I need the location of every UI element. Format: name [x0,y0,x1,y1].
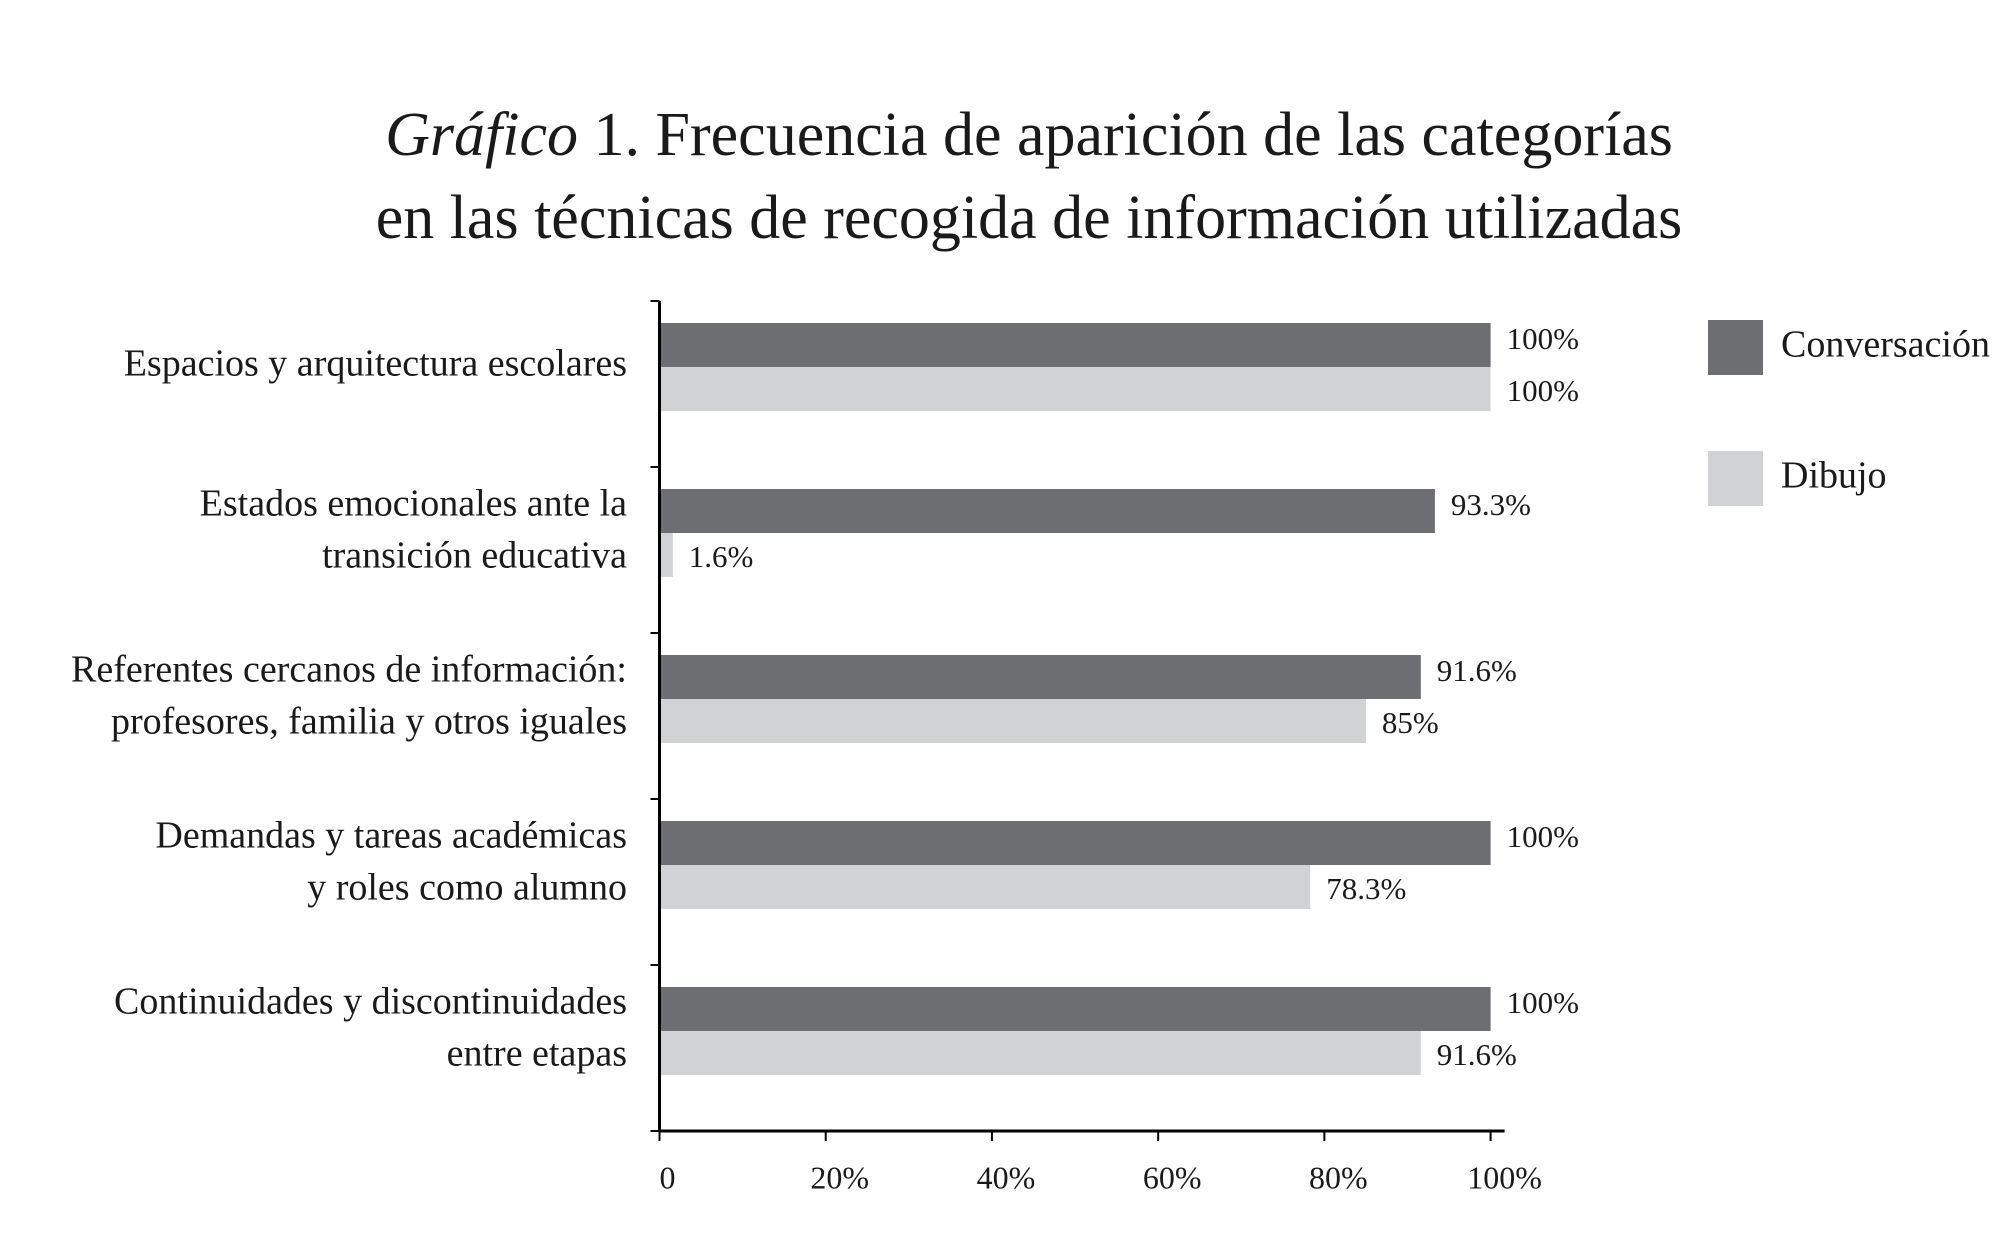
value-label: 91.6% [1437,653,1517,688]
legend-label: Conversación [1781,324,1990,366]
value-label: 100% [1507,819,1579,854]
bar [659,323,1491,367]
legend-swatch [1708,320,1763,375]
category-label: Espacios y arquitectura escolares [124,343,627,385]
title-line: 1. Frecuencia de aparición de las catego… [594,101,1673,169]
bar [659,655,1421,699]
value-label: 85% [1382,705,1439,740]
category-label: Demandas y tareas académicas [155,815,627,857]
value-label: 91.6% [1437,1037,1517,1072]
legend-swatch [1708,451,1763,506]
x-tick-label: 0 [660,1159,676,1195]
chart-title: Gráfico 1. Frecuencia de aparición de la… [385,101,1673,169]
category-label: transición educativa [322,535,627,577]
x-tick-label: 40% [977,1159,1036,1195]
bar [659,533,673,577]
bar [659,489,1435,533]
title-prefix: Gráfico [385,101,578,169]
x-tick-label: 60% [1143,1159,1202,1195]
bar [659,987,1491,1031]
value-label: 100% [1507,321,1579,356]
category-label: entre etapas [447,1033,627,1075]
category-label: y roles como alumno [307,867,627,909]
value-label: 1.6% [689,539,754,574]
bar [659,821,1491,865]
value-label: 78.3% [1326,871,1406,906]
category-label: Continuidades y discontinuidades [114,981,627,1023]
x-tick-label: 100% [1467,1159,1542,1195]
bar [659,367,1491,411]
bar [659,865,1311,909]
x-tick-label: 80% [1309,1159,1368,1195]
category-label: Referentes cercanos de información: [71,649,627,691]
category-label: profesores, familia y otros iguales [111,701,627,743]
legend-label: Dibujo [1781,455,1887,497]
value-label: 100% [1507,373,1579,408]
category-label: Estados emocionales ante la [200,483,627,525]
bar [659,1031,1421,1075]
title-line: en las técnicas de recogida de informaci… [376,184,1683,252]
value-label: 100% [1507,985,1579,1020]
bar [659,699,1366,743]
x-tick-label: 20% [810,1159,869,1195]
value-label: 93.3% [1451,487,1531,522]
